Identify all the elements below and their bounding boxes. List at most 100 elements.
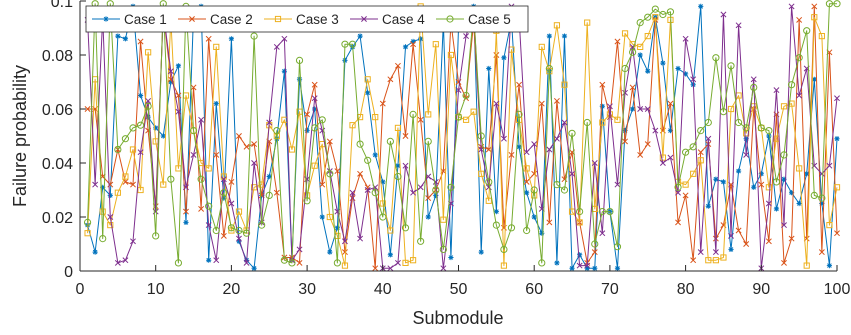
data-point [660, 60, 666, 66]
data-point [326, 138, 333, 145]
data-point [440, 265, 447, 272]
data-point [538, 100, 545, 107]
data-point [228, 178, 235, 185]
data-point [212, 226, 220, 235]
data-point [636, 19, 644, 27]
series-5 [83, 0, 841, 267]
data-point [183, 208, 189, 215]
data-point [592, 265, 598, 271]
data-point [644, 106, 651, 112]
data-point [410, 41, 417, 48]
data-point [145, 49, 152, 56]
data-point [92, 249, 98, 255]
data-point [486, 65, 492, 72]
data-point [386, 137, 394, 145]
data-point [387, 252, 393, 258]
data-point [145, 114, 151, 120]
data-point [833, 0, 841, 8]
series-4 [84, 3, 840, 272]
legend-swatch-marker [361, 16, 367, 22]
data-point [122, 257, 129, 264]
data-point [531, 170, 538, 177]
data-point [160, 181, 167, 188]
data-point [538, 43, 545, 50]
data-point [364, 187, 371, 193]
data-point [705, 203, 711, 209]
data-point [652, 127, 659, 134]
data-point [659, 160, 666, 166]
legend-items: Case 1 Case 2 Case 3 Case 4 Case 5 [92, 12, 511, 27]
data-point [781, 259, 787, 266]
data-point [288, 146, 296, 153]
data-point [561, 33, 568, 39]
data-point [401, 224, 410, 232]
data-point [167, 175, 175, 183]
data-point [92, 181, 99, 188]
data-point [689, 143, 697, 151]
data-point [629, 48, 637, 56]
x-ticks: 0 10 20 30 40 50 60 70 80 90 100 [76, 265, 851, 298]
data-point [675, 219, 681, 226]
data-point [198, 116, 205, 123]
data-point [713, 176, 719, 182]
data-point [811, 3, 818, 10]
legend-label: Case 5 [468, 12, 511, 27]
data-point [137, 92, 144, 99]
data-point [387, 227, 394, 234]
legend-item-3: Case 3 [264, 12, 339, 27]
data-point [371, 189, 379, 197]
data-point [795, 54, 803, 62]
data-point [546, 219, 553, 226]
data-point [463, 33, 470, 40]
data-point [644, 13, 652, 21]
legend-label: Case 3 [296, 12, 339, 27]
data-point [576, 219, 583, 226]
data-point [129, 146, 137, 153]
data-point [659, 10, 667, 19]
data-point [402, 44, 409, 50]
data-point [387, 265, 394, 272]
data-point [712, 54, 720, 62]
data-point [584, 19, 591, 26]
data-point [372, 265, 379, 272]
data-point [137, 149, 144, 156]
data-point [136, 121, 145, 129]
data-point [765, 200, 772, 207]
data-point [621, 64, 629, 73]
data-point [220, 232, 227, 239]
data-point [100, 184, 106, 190]
data-point [576, 208, 584, 216]
data-point [311, 81, 318, 88]
data-point [742, 124, 750, 132]
data-point [659, 154, 666, 161]
data-point [826, 263, 833, 269]
x-tick-label: 100 [824, 281, 851, 298]
data-point [205, 222, 212, 229]
data-point [645, 68, 651, 74]
data-point [826, 162, 833, 169]
data-point [334, 168, 341, 175]
data-point [569, 170, 576, 177]
data-point [675, 189, 681, 196]
data-point [584, 262, 591, 269]
data-point [637, 106, 644, 112]
data-point [818, 170, 825, 177]
data-point [606, 208, 614, 216]
data-point [470, 108, 477, 115]
data-point [326, 213, 333, 221]
data-point [818, 194, 826, 202]
series-line-3 [87, 5, 838, 267]
data-point [251, 265, 257, 271]
data-point [780, 151, 788, 159]
data-point [697, 149, 704, 156]
data-point [576, 262, 583, 269]
data-point [818, 249, 825, 256]
data-point [304, 128, 310, 134]
data-point [273, 43, 280, 50]
data-point [153, 125, 159, 131]
legend: Case 1 Case 2 Case 3 Case 4 Case 5 [85, 5, 529, 33]
data-point [727, 105, 735, 113]
data-point [266, 119, 273, 126]
series-line-5 [87, 3, 837, 264]
data-point [448, 254, 454, 261]
